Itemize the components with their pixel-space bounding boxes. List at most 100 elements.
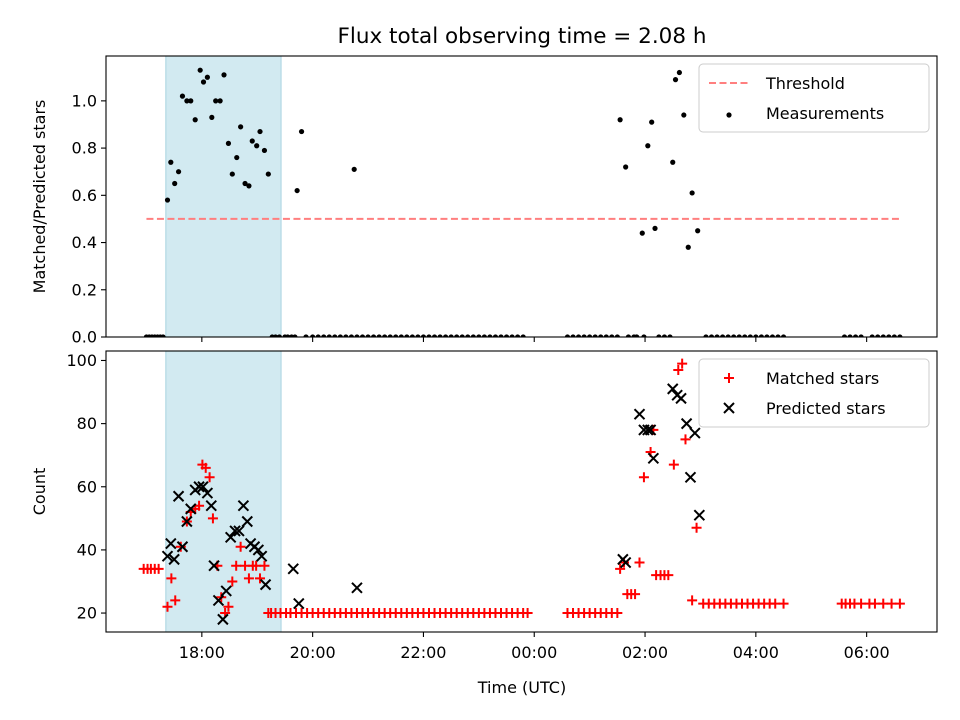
measurement-point xyxy=(747,334,753,337)
measurement-point xyxy=(575,334,582,337)
predicted-star-point xyxy=(208,559,220,572)
measurement-point xyxy=(520,334,526,337)
measurement-point xyxy=(736,334,742,337)
matched-star-point xyxy=(200,462,211,473)
matched-star-point xyxy=(673,364,684,375)
measurement-point xyxy=(192,117,198,123)
measurement-point xyxy=(869,334,875,337)
measurement-point xyxy=(676,69,682,76)
measurement-point xyxy=(498,334,504,337)
measurement-point xyxy=(160,334,166,337)
ratio-axes-frame xyxy=(105,55,938,338)
measurement-point xyxy=(503,334,510,337)
matched-star-point xyxy=(231,560,242,571)
ratio-panel: 0.0 0.2 0.4 0.6 0.8 1.0 Matched/Predicted star… xyxy=(30,55,938,347)
measurement-point xyxy=(880,334,886,337)
matched-star-point xyxy=(227,576,238,587)
measurement-point xyxy=(217,98,223,104)
measurement-point xyxy=(667,334,673,337)
predicted-star-point xyxy=(161,550,174,562)
measurement-point xyxy=(570,334,576,337)
measurement-point xyxy=(234,154,240,161)
measurement-point xyxy=(285,334,291,337)
matched-star-point xyxy=(894,598,905,609)
measurement-point xyxy=(847,334,853,337)
measurement-point xyxy=(725,334,731,337)
predicted-star-point xyxy=(647,452,660,465)
measurement-point xyxy=(437,334,443,337)
measurement-point xyxy=(164,197,171,203)
measurement-point xyxy=(780,334,787,337)
legend-box xyxy=(698,63,930,133)
measurement-point xyxy=(685,244,691,250)
measurement-point xyxy=(515,334,521,337)
measurement-point xyxy=(564,334,571,337)
matched-star-point xyxy=(175,541,186,552)
predicted-star-point xyxy=(168,553,180,566)
x-tick-label: 06:00 xyxy=(844,643,890,662)
x-tick-label: 18:00 xyxy=(179,643,225,662)
matched-star-point xyxy=(223,601,234,612)
x-tick-label: 22:00 xyxy=(400,643,446,662)
measurement-point xyxy=(581,334,587,337)
measurement-point xyxy=(238,124,244,130)
measurement-point xyxy=(179,93,186,99)
measurement-point xyxy=(587,334,593,337)
predicted-star-point xyxy=(689,427,701,439)
measurement-point xyxy=(689,190,695,196)
measurement-point xyxy=(886,334,892,337)
predicted-star-point xyxy=(619,556,632,569)
matched-star-point xyxy=(194,500,205,511)
measurement-point xyxy=(254,143,260,149)
measurement-point xyxy=(272,334,279,337)
measurement-point xyxy=(614,334,620,337)
predicted-star-point xyxy=(233,525,245,537)
measurement-point xyxy=(492,334,499,337)
legend-matched-swatch xyxy=(724,373,734,383)
measurement-point xyxy=(398,334,404,337)
measurement-point xyxy=(261,147,268,154)
measurement-point xyxy=(246,183,252,189)
matched-star-point xyxy=(243,573,254,584)
matched-star-point xyxy=(638,472,649,483)
measurement-point xyxy=(897,334,903,337)
measurement-point xyxy=(221,72,227,78)
measurement-point xyxy=(661,334,668,337)
measurement-point xyxy=(775,334,781,337)
predicted-star-point xyxy=(201,487,214,499)
measurement-point xyxy=(708,334,715,337)
measurement-point xyxy=(348,334,355,337)
predicted-star-point xyxy=(205,500,217,512)
measurement-point xyxy=(315,334,321,337)
measurement-point xyxy=(639,230,645,236)
measurement-point xyxy=(875,334,881,337)
measurement-point xyxy=(257,128,263,135)
ratio-plot-area xyxy=(143,56,903,337)
measurement-point xyxy=(649,119,655,125)
legend-label: Matched stars xyxy=(766,369,879,388)
measurement-point xyxy=(603,334,609,337)
matched-star-point xyxy=(668,459,679,470)
predicted-star-point xyxy=(633,408,646,420)
measurement-point xyxy=(175,169,182,175)
measurement-point xyxy=(326,334,332,337)
measurement-point xyxy=(617,117,623,123)
matched-star-point xyxy=(170,595,181,606)
measurement-point xyxy=(592,334,598,337)
measurement-point xyxy=(404,334,410,337)
measurement-point xyxy=(769,334,776,337)
matched-star-point xyxy=(663,570,674,581)
matched-star-point xyxy=(235,541,246,552)
matched-star-point xyxy=(680,434,691,445)
measurement-point xyxy=(470,334,476,337)
measurement-point xyxy=(376,334,382,337)
measurement-point xyxy=(310,334,316,337)
measurement-point xyxy=(645,143,651,149)
predicted-star-point xyxy=(165,537,177,550)
x-tick-label: 04:00 xyxy=(733,643,779,662)
measurement-point xyxy=(695,228,701,234)
observing-span-highlight xyxy=(165,56,282,337)
legend-label: Predicted stars xyxy=(766,399,886,418)
y-tick-label: 0.2 xyxy=(72,280,97,299)
